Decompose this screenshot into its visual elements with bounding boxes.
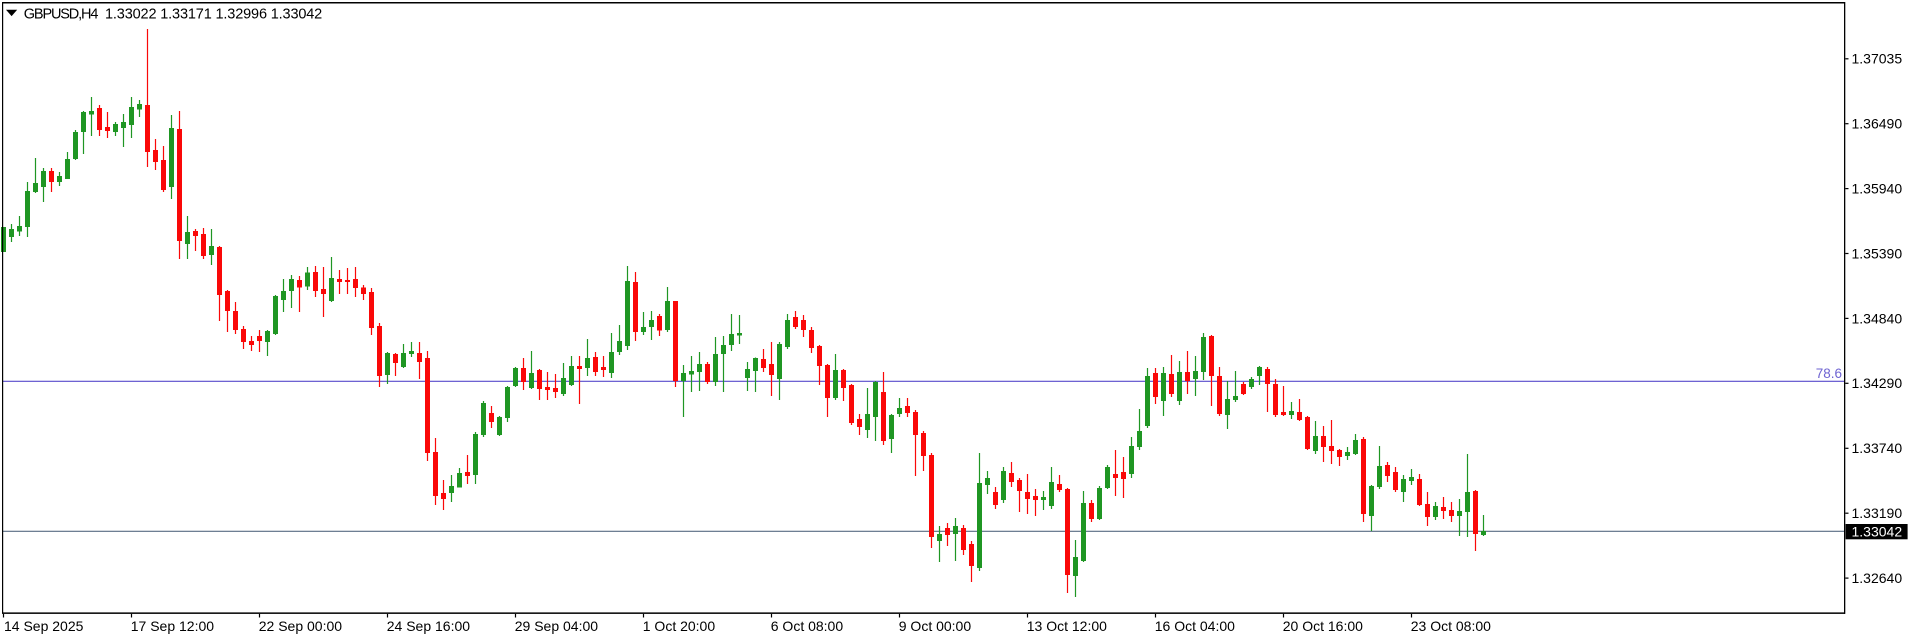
svg-text:1.35940: 1.35940	[1852, 181, 1903, 197]
svg-text:1.33190: 1.33190	[1852, 505, 1903, 521]
svg-text:16 Oct 04:00: 16 Oct 04:00	[1155, 618, 1235, 634]
svg-text:78.6: 78.6	[1816, 366, 1842, 381]
svg-text:1.35390: 1.35390	[1852, 245, 1903, 261]
svg-text:1 Oct 20:00: 1 Oct 20:00	[643, 618, 716, 634]
svg-text:14 Sep 2025: 14 Sep 2025	[4, 618, 84, 634]
svg-text:17 Sep 12:00: 17 Sep 12:00	[131, 618, 215, 634]
svg-text:1.32640: 1.32640	[1852, 570, 1903, 586]
svg-text:1.37035: 1.37035	[1852, 51, 1903, 67]
svg-text:GBPUSD,H4 1.33022 1.33171 1.3: GBPUSD,H4 1.33022 1.33171 1.32996 1.3304…	[24, 6, 322, 22]
svg-text:9 Oct 00:00: 9 Oct 00:00	[899, 618, 972, 634]
svg-text:23 Oct 08:00: 23 Oct 08:00	[1411, 618, 1491, 634]
svg-text:20 Oct 16:00: 20 Oct 16:00	[1283, 618, 1363, 634]
svg-text:1.33042: 1.33042	[1852, 523, 1903, 539]
svg-text:1.33740: 1.33740	[1852, 440, 1903, 456]
svg-text:1.34290: 1.34290	[1852, 375, 1903, 391]
svg-text:13 Oct 12:00: 13 Oct 12:00	[1027, 618, 1107, 634]
svg-text:6 Oct 08:00: 6 Oct 08:00	[771, 618, 844, 634]
svg-text:1.36490: 1.36490	[1852, 116, 1903, 132]
svg-text:24 Sep 16:00: 24 Sep 16:00	[387, 618, 471, 634]
svg-text:1.34840: 1.34840	[1852, 310, 1903, 326]
svg-text:22 Sep 00:00: 22 Sep 00:00	[259, 618, 343, 634]
svg-text:29 Sep 04:00: 29 Sep 04:00	[515, 618, 599, 634]
